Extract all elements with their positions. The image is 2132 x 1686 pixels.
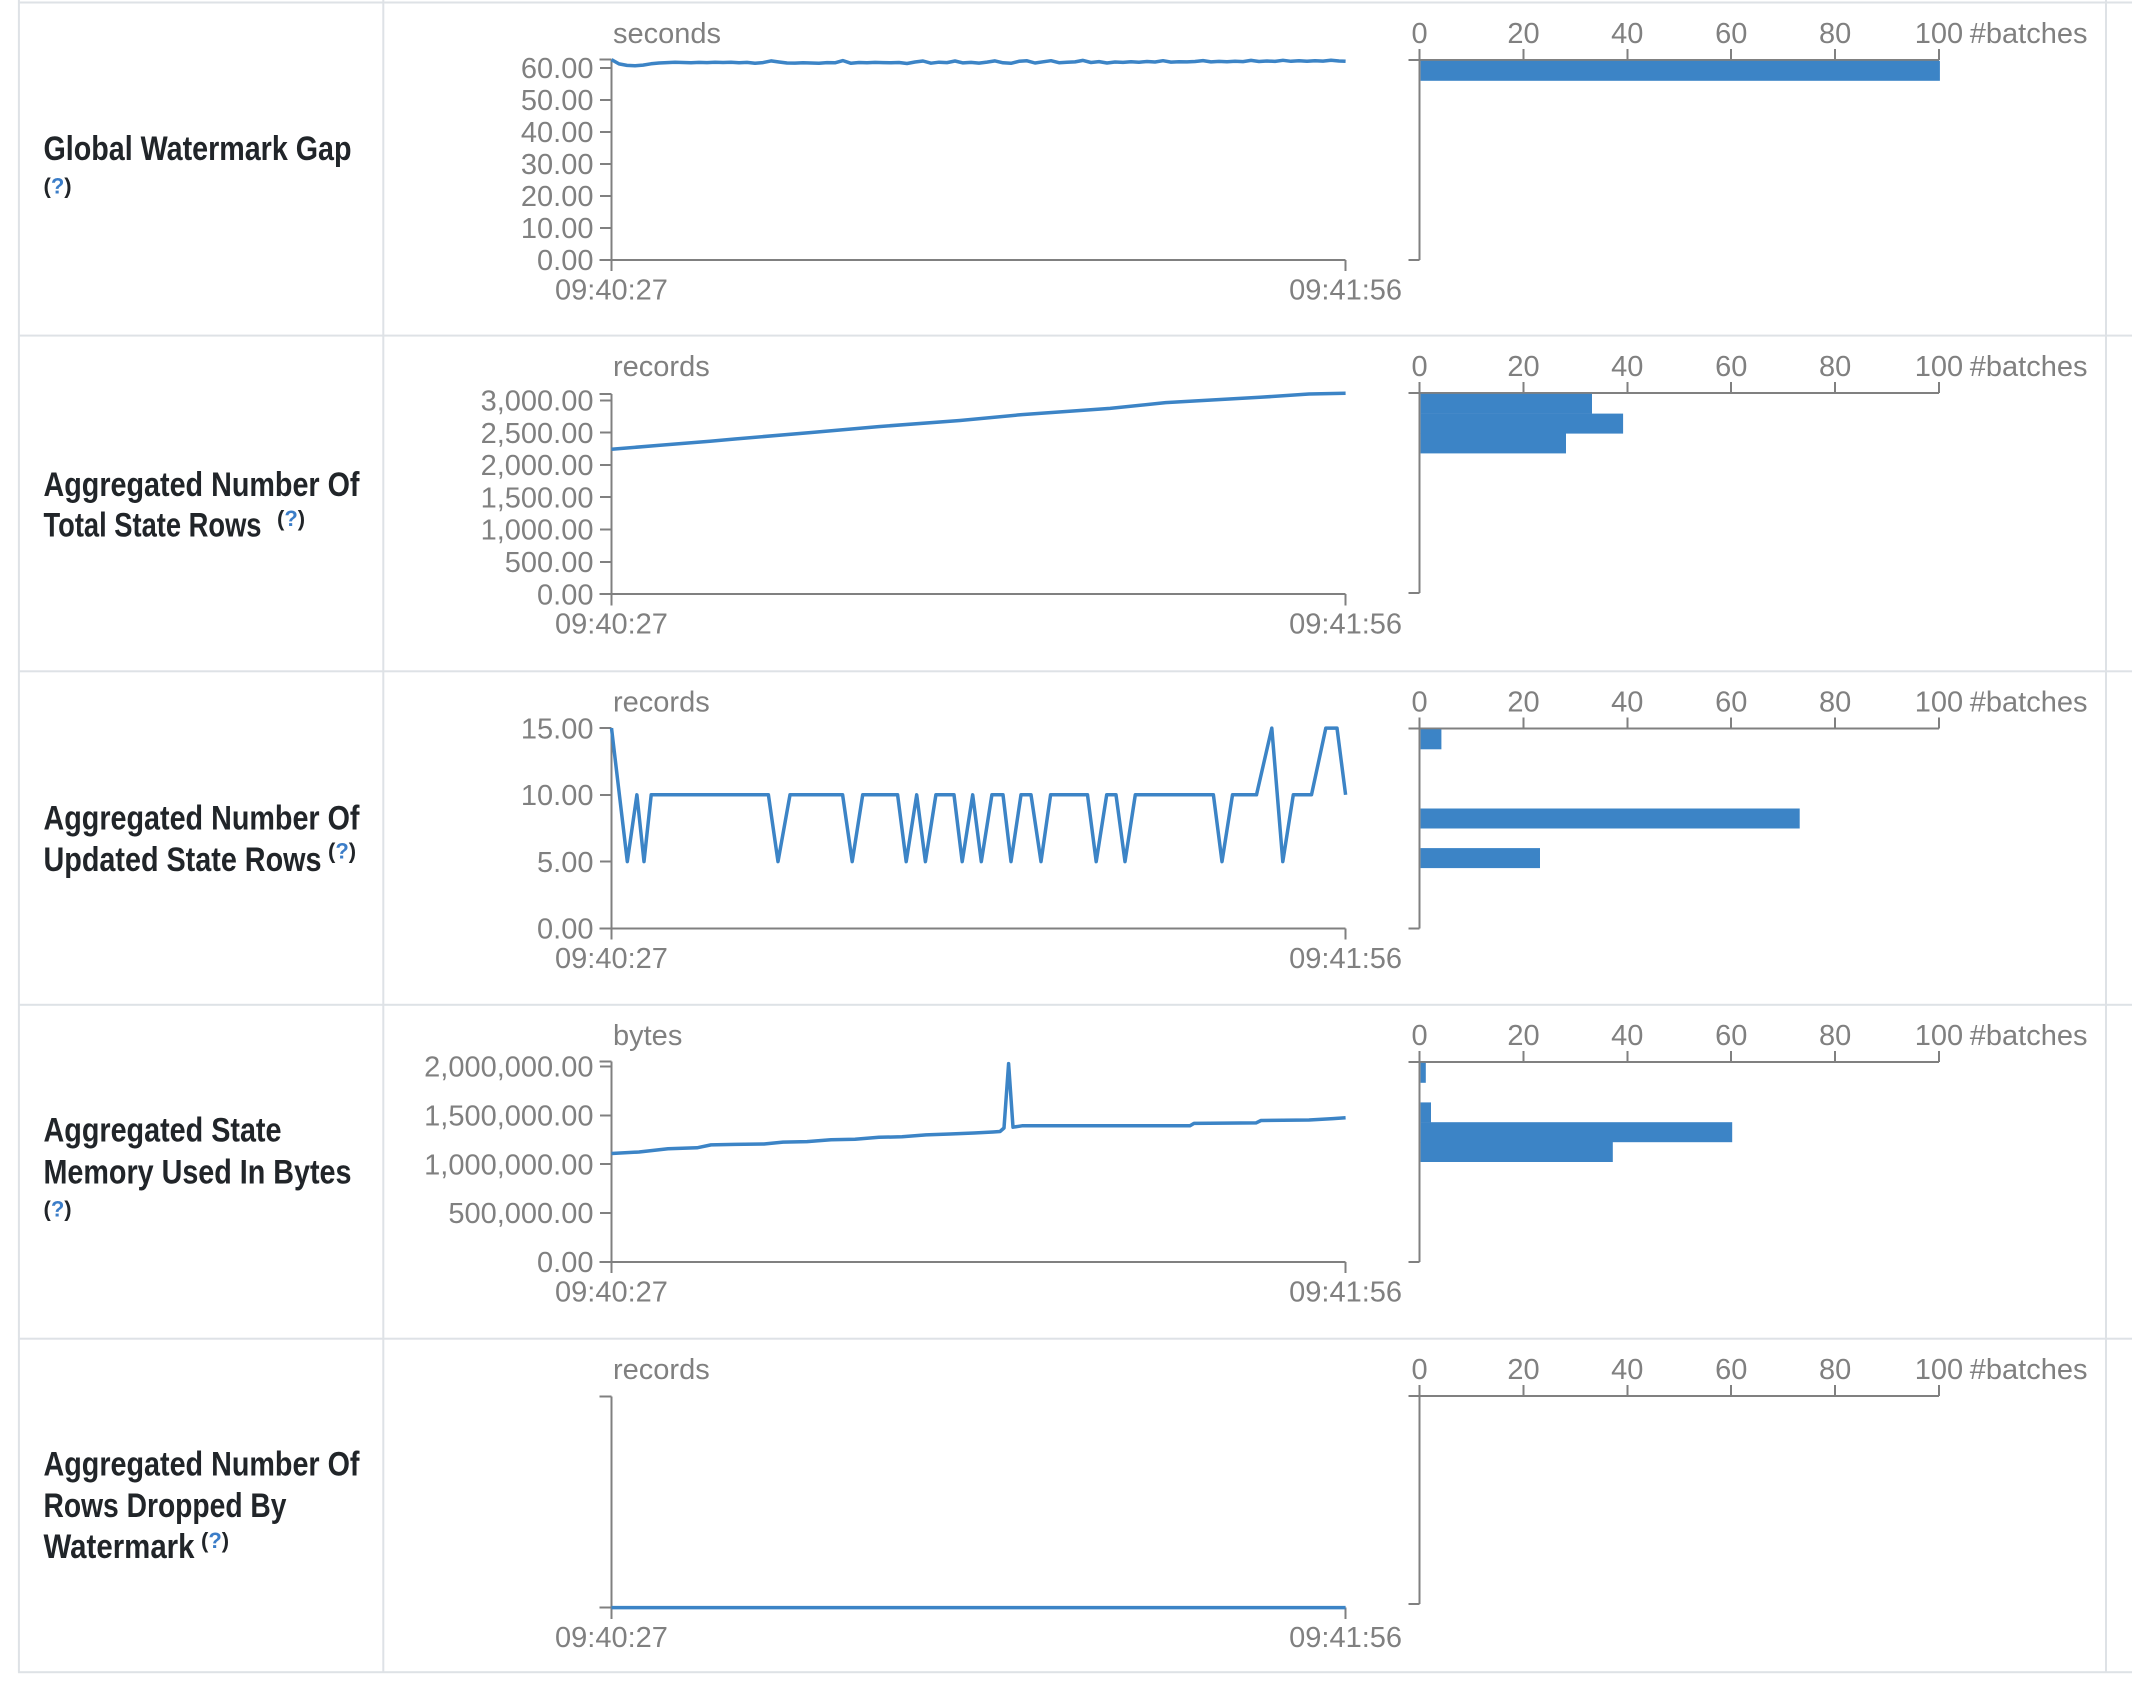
svg-text:09:41:56: 09:41:56	[1289, 1622, 1402, 1654]
svg-text:20: 20	[1507, 1020, 1539, 1052]
svg-text:500.00: 500.00	[505, 547, 594, 579]
svg-text:09:40:27: 09:40:27	[555, 943, 668, 975]
svg-text:09:41:56: 09:41:56	[1289, 609, 1402, 641]
svg-text:60.00: 60.00	[521, 53, 594, 85]
svg-text:10.00: 10.00	[521, 213, 594, 245]
svg-text:60: 60	[1715, 1020, 1747, 1052]
svg-text:#batches: #batches	[1970, 351, 2088, 383]
svg-text:09:40:27: 09:40:27	[555, 274, 668, 306]
svg-text:40: 40	[1611, 687, 1643, 719]
svg-text:1,500,000.00: 1,500,000.00	[424, 1101, 593, 1133]
svg-text:09:41:56: 09:41:56	[1289, 1276, 1402, 1308]
svg-text:80: 80	[1819, 1354, 1851, 1386]
svg-text:10.00: 10.00	[521, 780, 594, 812]
svg-text:Updated State Rows: Updated State Rows	[44, 841, 322, 879]
svg-text:50.00: 50.00	[521, 85, 594, 117]
svg-text:Aggregated State: Aggregated State	[44, 1112, 282, 1150]
svg-text:80: 80	[1819, 687, 1851, 719]
svg-text:100: 100	[1915, 18, 1963, 50]
svg-text:#batches: #batches	[1970, 18, 2088, 50]
svg-text:20: 20	[1507, 1354, 1539, 1386]
svg-text:100: 100	[1915, 1020, 1963, 1052]
svg-text:#batches: #batches	[1970, 1354, 2088, 1386]
svg-text:records: records	[613, 1354, 710, 1386]
svg-text:2,000.00: 2,000.00	[481, 450, 594, 482]
svg-text:40.00: 40.00	[521, 117, 594, 149]
svg-text:30.00: 30.00	[521, 149, 594, 181]
svg-text:60: 60	[1715, 18, 1747, 50]
svg-text:20: 20	[1507, 687, 1539, 719]
svg-text:Watermark: Watermark	[44, 1528, 195, 1566]
svg-text:0.00: 0.00	[537, 245, 593, 277]
svg-text:80: 80	[1819, 1020, 1851, 1052]
svg-text:Aggregated Number Of: Aggregated Number Of	[44, 1446, 361, 1484]
svg-text:0: 0	[1412, 1020, 1428, 1052]
svg-text:80: 80	[1819, 351, 1851, 383]
svg-text:Aggregated Number Of: Aggregated Number Of	[44, 800, 361, 838]
svg-text:60: 60	[1715, 687, 1747, 719]
svg-text:40: 40	[1611, 1354, 1643, 1386]
svg-text:#batches: #batches	[1970, 687, 2088, 719]
svg-text:0.00: 0.00	[537, 1247, 593, 1279]
svg-text:(?): (?)	[44, 1197, 72, 1222]
svg-text:09:40:27: 09:40:27	[555, 1276, 668, 1308]
svg-text:09:40:27: 09:40:27	[555, 609, 668, 641]
svg-text:40: 40	[1611, 18, 1643, 50]
svg-text:40: 40	[1611, 351, 1643, 383]
svg-text:15.00: 15.00	[521, 713, 594, 745]
svg-text:5.00: 5.00	[537, 847, 593, 879]
svg-text:0: 0	[1412, 18, 1428, 50]
svg-text:(?): (?)	[277, 506, 305, 531]
svg-text:(?): (?)	[201, 1528, 229, 1553]
svg-text:09:40:27: 09:40:27	[555, 1622, 668, 1654]
svg-text:records: records	[613, 351, 710, 383]
svg-text:100: 100	[1915, 1354, 1963, 1386]
svg-text:20: 20	[1507, 351, 1539, 383]
svg-text:100: 100	[1915, 351, 1963, 383]
svg-text:60: 60	[1715, 1354, 1747, 1386]
svg-text:Aggregated Number Of: Aggregated Number Of	[44, 466, 361, 504]
svg-text:Total State Rows: Total State Rows	[44, 507, 262, 545]
svg-text:09:41:56: 09:41:56	[1289, 274, 1402, 306]
svg-text:0: 0	[1412, 1354, 1428, 1386]
svg-text:bytes: bytes	[613, 1020, 682, 1052]
svg-text:Memory Used In Bytes: Memory Used In Bytes	[44, 1154, 352, 1192]
svg-text:0: 0	[1412, 687, 1428, 719]
svg-text:09:41:56: 09:41:56	[1289, 943, 1402, 975]
svg-text:1,000.00: 1,000.00	[481, 515, 594, 547]
svg-text:2,000,000.00: 2,000,000.00	[424, 1052, 593, 1084]
svg-text:records: records	[613, 687, 710, 719]
svg-text:0.00: 0.00	[537, 579, 593, 611]
svg-text:1,500.00: 1,500.00	[481, 482, 594, 514]
svg-text:Global Watermark Gap: Global Watermark Gap	[44, 130, 352, 168]
svg-text:3,000.00: 3,000.00	[481, 386, 594, 418]
svg-text:0: 0	[1412, 351, 1428, 383]
svg-text:20.00: 20.00	[521, 181, 594, 213]
svg-text:seconds: seconds	[613, 18, 721, 50]
svg-text:60: 60	[1715, 351, 1747, 383]
svg-text:100: 100	[1915, 687, 1963, 719]
svg-text:500,000.00: 500,000.00	[448, 1198, 593, 1230]
svg-text:40: 40	[1611, 1020, 1643, 1052]
svg-text:0.00: 0.00	[537, 914, 593, 946]
svg-text:20: 20	[1507, 18, 1539, 50]
svg-text:80: 80	[1819, 18, 1851, 50]
svg-text:#batches: #batches	[1970, 1020, 2088, 1052]
svg-text:2,500.00: 2,500.00	[481, 418, 594, 450]
svg-text:(?): (?)	[44, 174, 72, 199]
svg-text:(?): (?)	[328, 839, 356, 864]
svg-text:1,000,000.00: 1,000,000.00	[424, 1149, 593, 1181]
svg-text:Rows Dropped By: Rows Dropped By	[44, 1487, 287, 1525]
